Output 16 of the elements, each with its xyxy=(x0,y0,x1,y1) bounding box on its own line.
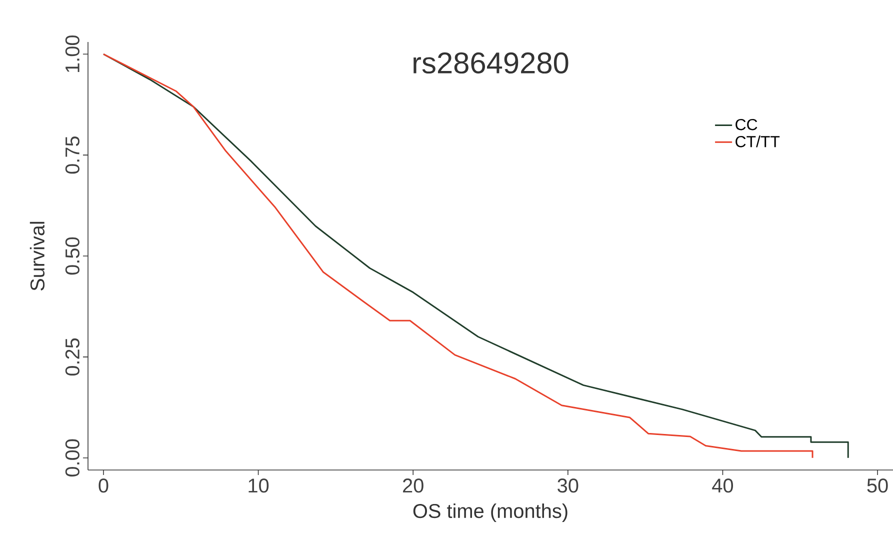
legend-label: CT/TT xyxy=(736,136,780,148)
x-tick-label: 0 xyxy=(98,478,108,493)
x-tick-label: 40 xyxy=(712,478,734,493)
x-tick-label: 30 xyxy=(558,478,578,493)
y-tick-label: 1.00 xyxy=(65,36,80,72)
x-tick-label: 50 xyxy=(867,478,888,493)
y-tick-label: 0.25 xyxy=(65,338,80,376)
chart-title: rs28649280 xyxy=(414,52,568,74)
x-tick-label: 20 xyxy=(403,478,424,493)
x-axis-title: OS time (months) xyxy=(413,503,568,522)
x-tick-label: 10 xyxy=(248,478,269,493)
y-tick-label: 0.75 xyxy=(65,136,80,174)
y-tick-label: 0.50 xyxy=(65,237,80,275)
y-tick-label: 0.00 xyxy=(65,439,80,476)
legend-label: CC xyxy=(736,118,758,130)
y-axis-title: Survival xyxy=(30,222,45,291)
